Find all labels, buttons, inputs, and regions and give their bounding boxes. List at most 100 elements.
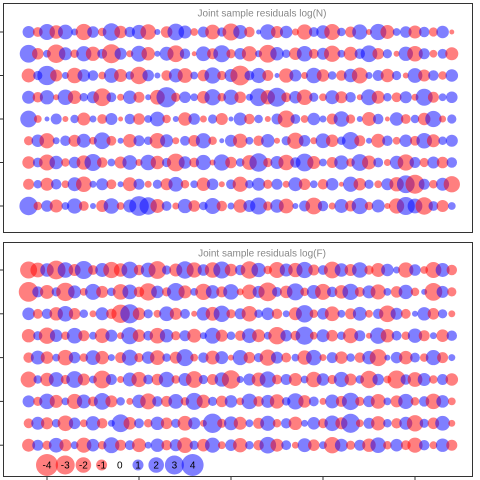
bubble bbox=[338, 181, 344, 187]
bubble bbox=[448, 310, 456, 318]
bubble bbox=[32, 439, 44, 451]
bubble bbox=[186, 262, 202, 278]
bubble bbox=[66, 327, 83, 344]
bubble bbox=[362, 112, 376, 126]
bubble bbox=[410, 352, 420, 363]
bubble bbox=[148, 261, 167, 279]
bubble bbox=[278, 154, 294, 171]
bubble bbox=[245, 179, 254, 189]
bubble bbox=[270, 351, 284, 364]
bubble bbox=[50, 113, 62, 125]
bubble bbox=[390, 351, 403, 364]
bubble bbox=[89, 180, 97, 188]
legend-label: 3 bbox=[172, 461, 178, 472]
legend-label: 4 bbox=[190, 461, 196, 472]
bubble bbox=[213, 154, 230, 171]
bubble bbox=[215, 329, 228, 342]
bubble bbox=[326, 352, 338, 364]
bubble bbox=[103, 198, 120, 214]
bubble bbox=[269, 394, 285, 409]
bubble bbox=[61, 180, 70, 189]
bubble bbox=[352, 262, 368, 278]
bubble bbox=[308, 48, 319, 59]
bubble bbox=[324, 306, 340, 322]
legend-bubble bbox=[75, 457, 92, 473]
bubble bbox=[143, 419, 153, 428]
bubble bbox=[371, 416, 386, 431]
bubble bbox=[97, 114, 108, 124]
bubble bbox=[253, 396, 264, 407]
bubble bbox=[390, 307, 403, 320]
bubble bbox=[60, 135, 71, 146]
bubble bbox=[325, 134, 339, 148]
bubble bbox=[448, 354, 456, 362]
bubble bbox=[93, 393, 111, 410]
bubble bbox=[278, 198, 294, 214]
bubble bbox=[79, 419, 88, 428]
bubble bbox=[269, 262, 285, 278]
bubble bbox=[335, 91, 348, 104]
bubble bbox=[96, 285, 109, 298]
bubble bbox=[22, 395, 35, 408]
bubble bbox=[427, 308, 440, 320]
bubble bbox=[117, 137, 124, 144]
bubble bbox=[160, 134, 174, 148]
bubble bbox=[298, 395, 311, 408]
bubble bbox=[106, 135, 117, 146]
bubble bbox=[309, 92, 319, 102]
bubble bbox=[308, 439, 320, 451]
bubble bbox=[301, 419, 309, 427]
bubble bbox=[166, 153, 185, 172]
bubble bbox=[236, 288, 244, 296]
bubble bbox=[213, 45, 231, 63]
bubble bbox=[447, 114, 457, 124]
bubble bbox=[40, 351, 54, 364]
bubble bbox=[195, 154, 211, 171]
bubble bbox=[449, 29, 455, 35]
bubble bbox=[252, 329, 266, 343]
bubble bbox=[360, 370, 378, 389]
bubble bbox=[295, 153, 314, 172]
bubble bbox=[295, 326, 314, 345]
bubble bbox=[365, 72, 373, 79]
bubble bbox=[50, 179, 62, 190]
bubble bbox=[67, 198, 83, 214]
bubble bbox=[68, 308, 81, 320]
bubble bbox=[416, 132, 432, 149]
bubble bbox=[244, 26, 255, 38]
bubble bbox=[79, 353, 89, 362]
bubble bbox=[438, 136, 447, 146]
bubble bbox=[33, 179, 43, 189]
bubble bbox=[429, 332, 437, 340]
bubble bbox=[32, 308, 43, 319]
bubble bbox=[399, 91, 412, 104]
bubble bbox=[167, 23, 185, 41]
bubble bbox=[206, 178, 219, 191]
bubble bbox=[144, 180, 152, 188]
bubble bbox=[253, 135, 264, 146]
bubble bbox=[77, 69, 91, 82]
bubble bbox=[308, 264, 320, 276]
bubble bbox=[195, 133, 211, 149]
bubble bbox=[202, 413, 223, 433]
bubble bbox=[205, 437, 221, 453]
bubble bbox=[370, 394, 386, 409]
bubble bbox=[144, 115, 153, 123]
bubble bbox=[447, 397, 456, 406]
bubble bbox=[415, 197, 433, 215]
bubble bbox=[372, 47, 384, 60]
bubble bbox=[233, 416, 247, 430]
bubble bbox=[188, 113, 200, 125]
bubble bbox=[261, 134, 275, 148]
bubble bbox=[95, 307, 109, 321]
bubble bbox=[325, 394, 340, 409]
bubble bbox=[436, 156, 449, 169]
bubble bbox=[267, 87, 287, 107]
bubble bbox=[399, 350, 413, 365]
bubble bbox=[362, 155, 376, 170]
bubble bbox=[380, 68, 395, 83]
bubble bbox=[409, 264, 421, 276]
bubble bbox=[103, 437, 120, 454]
bubble bbox=[66, 67, 83, 84]
bubble bbox=[39, 133, 55, 149]
